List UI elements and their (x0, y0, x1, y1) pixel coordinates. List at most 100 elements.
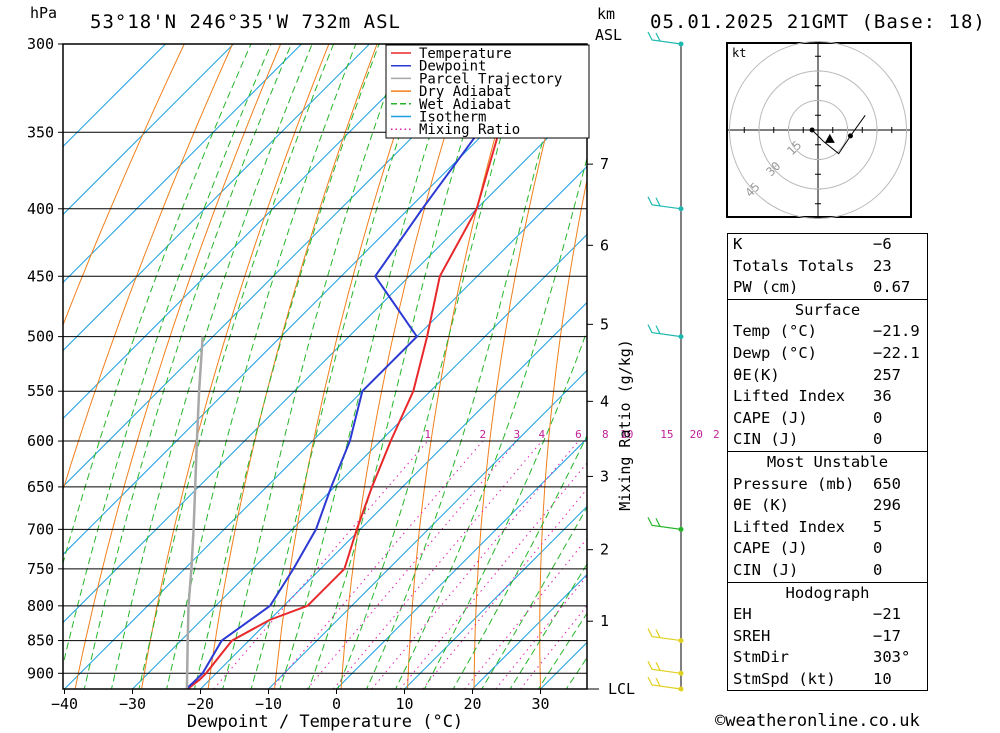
wet-adiabat-line (279, 44, 461, 689)
wind-barb (647, 661, 684, 676)
most-unstable-index-row: Lifted Index 5 (728, 517, 927, 539)
temperature-tick-label: 30 (531, 695, 549, 713)
mixing-ratio-label: 8 (602, 428, 609, 441)
dry-adiabat-line (603, 34, 668, 689)
isotherm-line (677, 44, 721, 689)
mixing-ratio-label: 25 (713, 428, 720, 441)
legend-label-mixing-ratio: Mixing Ratio (419, 122, 520, 138)
wet-adiabat-line (423, 329, 587, 689)
hodograph-section-title: Hodograph (785, 583, 870, 602)
surface-index-row: θE(K) 257 (728, 365, 927, 387)
legend-label-wet-adiabat: Wet Adiabat (419, 97, 512, 113)
most-unstable-index-row: θE (K) 296 (728, 495, 927, 517)
hodograph-point (847, 133, 853, 139)
most-unstable-index-row: CAPE (J) 0 (728, 538, 927, 560)
surface-index-value: −22.1 (873, 343, 920, 362)
surface-index-value: 0 (873, 430, 883, 449)
wet-adiabat-line (63, 44, 252, 565)
surface-index-row: Dewp (°C) −22.1 (728, 343, 927, 365)
wind-barb (647, 31, 684, 47)
datetime-title: 05.01.2025 21GMT (Base: 18) (650, 11, 986, 33)
surface-index-row: CAPE (J) 0 (728, 408, 927, 430)
wet-adiabat-line (222, 44, 405, 689)
legend-label-dewpoint: Dewpoint (419, 59, 486, 75)
most-unstable-index-value: 650 (873, 474, 901, 493)
mixing-ratio-label: 4 (539, 428, 546, 441)
most-unstable-index-label: CIN (J) (733, 560, 799, 579)
indices-panel: K −6 Totals Totals 23 PW (cm) 0.67 Surface Te… (727, 233, 928, 692)
km-tick-label: 5 (600, 315, 609, 333)
mixing-ratio-line (464, 537, 587, 689)
most-unstable-index-label: θE (K) (733, 496, 789, 515)
surface-index-row: Temp (°C) −21.9 (728, 321, 927, 343)
surface-index-label: CIN (J) (733, 430, 799, 449)
most-unstable-index-row: CIN (J) 0 (728, 560, 927, 582)
isotherm-line (132, 233, 587, 689)
most-unstable-index-value: 0 (873, 539, 883, 558)
wind-barb (647, 196, 684, 212)
wind-barb (647, 676, 684, 692)
wet-adiabat-line (110, 44, 313, 689)
general-index-label: K (733, 235, 743, 253)
isotherm-line (63, 44, 166, 148)
wet-adiabat-line (166, 44, 357, 689)
copyright: ©weatheronline.co.uk (715, 711, 920, 731)
mixing-ratio-label: 10 (620, 428, 633, 441)
isotherm-line (63, 44, 234, 216)
hodograph-index-row: EH −21 (728, 604, 927, 626)
hodograph-point (809, 127, 815, 133)
pressure-tick-label: 300 (27, 35, 54, 53)
skewt-chart: 300350400450500550600650700750800850900−… (27, 31, 721, 732)
general-index-row: PW (cm) 0.67 (728, 277, 927, 299)
mixing-ratio-label: 3 (514, 428, 521, 441)
hodograph-index-label: StmDir (733, 648, 789, 667)
isotherm-line (404, 505, 587, 689)
temperature-line (186, 44, 521, 689)
km-tick-label: 4 (600, 392, 609, 410)
general-index-value: −6 (873, 235, 892, 253)
most-unstable-index-label: Pressure (mb) (733, 474, 855, 493)
mixing-ratio-line (333, 440, 543, 689)
wet-adiabat-line (83, 44, 292, 689)
wet-adiabat-line (537, 612, 587, 689)
isotherm-line (472, 573, 587, 689)
surface-section-title: Surface (794, 300, 861, 319)
mixing-ratio-line (306, 440, 518, 689)
general-index-value: 0.67 (873, 278, 911, 297)
hodograph-index-row: SREH −17 (728, 626, 927, 648)
mixing-ratio-line (495, 575, 587, 689)
km-tick-label: 3 (600, 467, 609, 485)
surface-index-row: CIN (J) 0 (728, 429, 927, 451)
mixing-ratio-label: 6 (575, 428, 582, 441)
mixing-ratio-line (271, 440, 484, 689)
wet-adiabat-line (452, 434, 587, 689)
wet-adiabat-line (481, 506, 587, 689)
general-index-label: Totals Totals (733, 256, 855, 275)
isotherm-line (63, 44, 438, 420)
mixing-ratio-line (399, 462, 587, 689)
surface-index-label: Temp (°C) (733, 322, 817, 341)
general-index-label: PW (cm) (733, 278, 799, 297)
hodograph-ring (788, 100, 848, 160)
pressure-tick-label: 750 (27, 560, 54, 578)
wet-adiabat-line (193, 44, 380, 689)
surface-index-label: Lifted Index (733, 387, 845, 406)
temperature-tick-label: −40 (51, 695, 78, 713)
mixing-ratio-line (422, 488, 587, 689)
mixing-ratio-label: 15 (660, 428, 673, 441)
hodograph-index-label: EH (733, 605, 752, 624)
mixing-ratio-line (520, 604, 587, 689)
most-unstable-section-title: Most Unstable (766, 452, 889, 471)
pressure-tick-label: 350 (27, 123, 54, 141)
general-index-value: 23 (873, 256, 892, 275)
hodograph-index-value: −21 (873, 605, 901, 624)
isotherm-line (336, 437, 587, 689)
legend-label-parcel-trajectory: Parcel Trajectory (419, 71, 562, 87)
most-unstable-index-row: Pressure (mb) 650 (728, 474, 927, 496)
hodograph-unit-label: kt (732, 46, 746, 60)
surface-index-value: 0 (873, 408, 883, 427)
wet-adiabat-line (395, 156, 587, 689)
pressure-tick-label: 850 (27, 632, 54, 650)
